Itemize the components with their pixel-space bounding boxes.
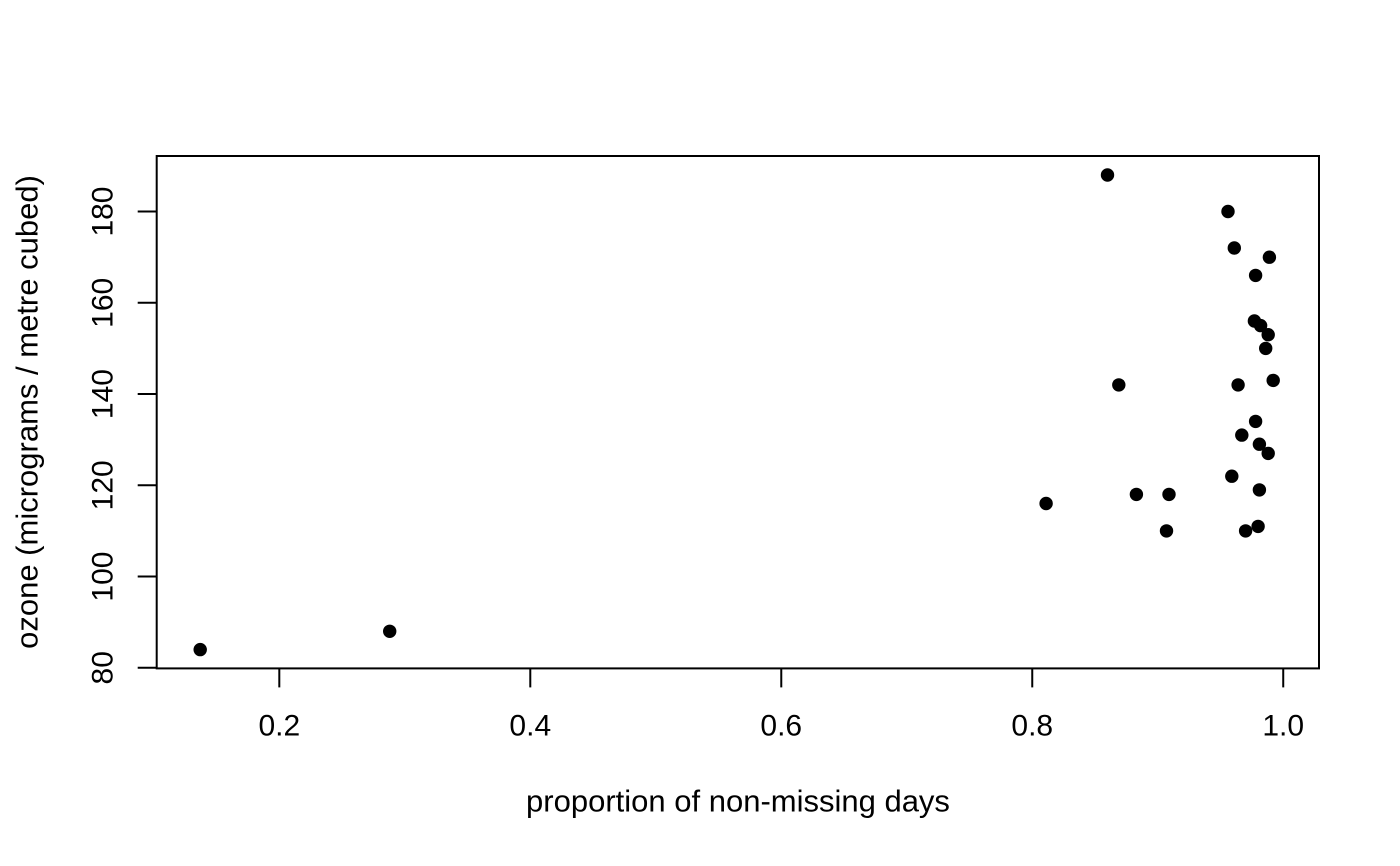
x-tick-label: 0.2 — [258, 710, 300, 743]
y-tick-label: 80 — [87, 651, 120, 684]
data-point — [1221, 204, 1235, 219]
data-point — [383, 624, 397, 638]
data-point — [1253, 318, 1268, 333]
data-point — [1100, 168, 1115, 182]
y-tick-label: 100 — [87, 552, 120, 602]
data-point — [1248, 414, 1263, 429]
x-tick-label: 0.4 — [509, 710, 551, 743]
y-tick-label: 120 — [87, 460, 120, 510]
y-tick-label: 140 — [87, 369, 120, 419]
data-point — [1238, 524, 1253, 538]
data-point — [1227, 241, 1242, 255]
data-point — [1261, 328, 1275, 342]
x-tick-label: 0.8 — [1011, 710, 1053, 743]
data-point — [1248, 268, 1263, 283]
data-point — [1129, 487, 1144, 502]
data-point — [1259, 341, 1273, 356]
data-points-layer — [193, 168, 1280, 657]
data-point — [1112, 378, 1126, 392]
data-point — [193, 642, 207, 657]
data-point — [1231, 378, 1245, 392]
data-point — [1162, 487, 1176, 502]
data-point — [1252, 483, 1267, 497]
data-point — [1159, 524, 1174, 538]
x-tick-label: 1.0 — [1262, 710, 1304, 743]
y-tick-label: 160 — [87, 278, 120, 328]
y-axis-title: ozone (micrograms / metre cubed) — [10, 175, 45, 649]
data-point — [1252, 437, 1267, 451]
data-point — [1261, 446, 1275, 461]
x-tick-label: 0.6 — [760, 710, 802, 743]
data-point — [1251, 519, 1265, 534]
data-point — [1266, 373, 1280, 388]
axis-ticks-layer: 0.2 0.4 0.6 0.8 1.0 80 100 120 140 160 180 — [87, 186, 1305, 742]
data-point — [1039, 496, 1053, 511]
y-tick-label: 180 — [87, 186, 120, 236]
data-point — [1225, 469, 1239, 483]
data-point — [1262, 250, 1277, 264]
data-point — [1235, 428, 1249, 442]
x-axis-title: proportion of non-missing days — [526, 784, 950, 819]
plot-area-border — [155, 155, 1321, 670]
